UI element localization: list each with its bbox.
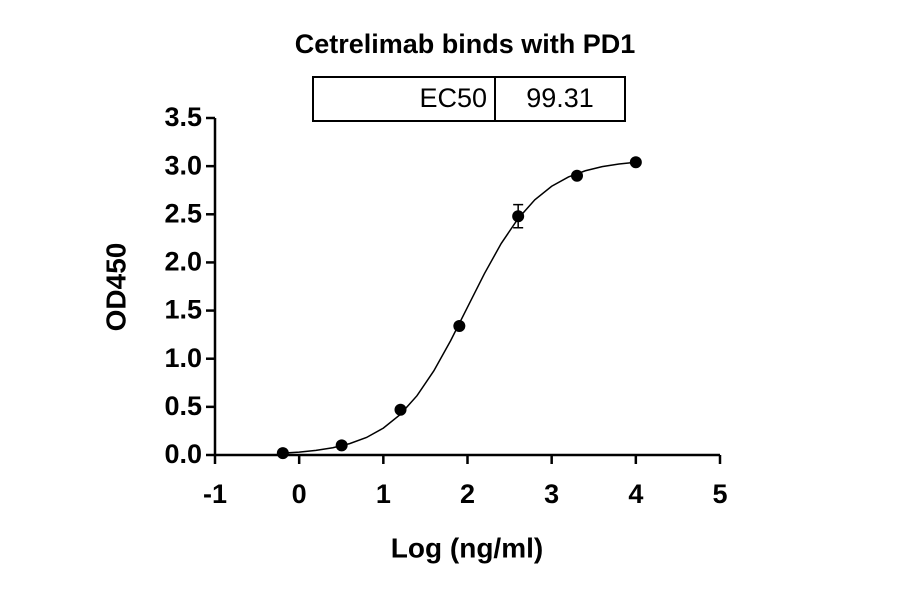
x-tick-label: 3 xyxy=(544,479,559,509)
y-tick-label: 3.0 xyxy=(164,150,202,180)
x-tick-label: 2 xyxy=(460,479,475,509)
y-tick-label: 1.5 xyxy=(164,295,202,325)
y-tick-label: 2.0 xyxy=(164,247,202,277)
x-tick-label: 1 xyxy=(376,479,391,509)
ec50-label: EC50 xyxy=(419,83,487,113)
x-tick-label: -1 xyxy=(203,479,227,509)
x-tick-label: 4 xyxy=(628,479,643,509)
y-tick-label: 3.5 xyxy=(164,102,202,132)
data-point xyxy=(629,156,642,169)
data-point xyxy=(335,439,348,452)
data-point xyxy=(394,403,407,416)
ec50-value: 99.31 xyxy=(526,83,594,113)
data-point xyxy=(512,210,525,223)
x-axis-label: Log (ng/ml) xyxy=(391,532,543,563)
chart-title: Cetrelimab binds with PD1 xyxy=(295,29,636,59)
ec50-box xyxy=(312,76,626,122)
y-tick-label: 0.0 xyxy=(164,439,202,469)
y-tick-label: 2.5 xyxy=(164,198,202,228)
x-tick-label: 0 xyxy=(292,479,307,509)
data-point xyxy=(571,169,584,182)
y-axis-label: OD450 xyxy=(100,243,131,332)
y-tick-label: 1.0 xyxy=(164,343,202,373)
data-point xyxy=(276,447,289,460)
fit-curve xyxy=(282,161,636,454)
x-tick-label: 5 xyxy=(712,479,727,509)
data-point xyxy=(453,319,466,332)
y-tick-label: 0.5 xyxy=(164,391,202,421)
